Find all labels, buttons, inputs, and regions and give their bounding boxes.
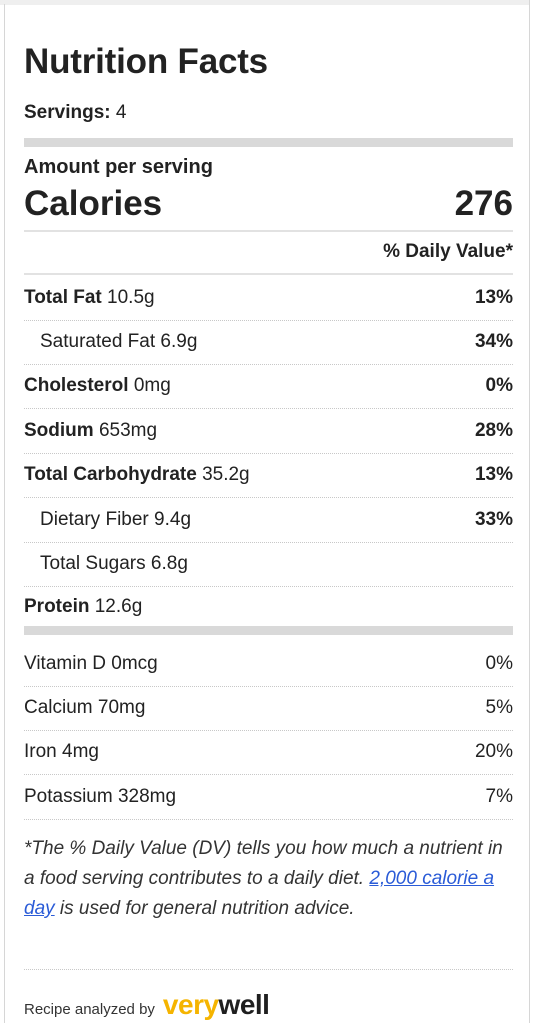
top-strip xyxy=(0,0,551,5)
nutrient-name: Total Sugars xyxy=(40,553,146,574)
nutrient-name: Protein xyxy=(24,596,90,617)
servings-label: Servings: xyxy=(24,102,111,123)
nutrient-name: Dietary Fiber xyxy=(40,509,149,530)
nutrient-row-cholesterol: Cholesterol 0mg 0% xyxy=(24,364,513,409)
page-edge xyxy=(529,0,551,1023)
vitamin-row-potassium: Potassium 328mg 7% xyxy=(24,775,513,820)
vitamin-label: Potassium 328mg xyxy=(24,786,177,807)
calorie-link[interactable]: 2,000 calorie a day xyxy=(24,868,495,919)
nutrient-pct: 13% xyxy=(474,287,513,308)
divider xyxy=(24,273,513,275)
nutrient-amount: 653mg xyxy=(98,420,158,441)
vitamin-row-vitamin-d: Vitamin D 0mcg 0% xyxy=(24,642,513,687)
servings-value: 4 xyxy=(115,102,127,123)
nutrient-row-total-fat: Total Fat 10.5g 13% xyxy=(24,276,513,321)
calories-value: 276 xyxy=(454,184,513,223)
logo-part-well: well xyxy=(218,989,270,1020)
nutrient-name: Cholesterol xyxy=(24,375,129,396)
nutrient-row-total-carbohydrate: Total Carbohydrate 35.2g 13% xyxy=(24,453,513,498)
footnote-text: *The % Daily Value (DV) tells you how mu… xyxy=(24,838,503,889)
analyzed-by: Recipe analyzed by verywell xyxy=(24,989,270,1021)
vitamin-pct: 7% xyxy=(485,786,513,807)
nutrient-name: Saturated Fat xyxy=(40,331,156,352)
nutrient-pct: 13% xyxy=(474,464,513,485)
divider-thick xyxy=(24,138,513,147)
nutrient-name: Total Fat xyxy=(24,287,102,308)
page-title: Nutrition Facts xyxy=(24,42,268,81)
amount-per-serving: Amount per serving xyxy=(24,156,213,178)
nutrient-amount: 0mg xyxy=(133,375,171,396)
vitamin-label: Iron 4mg xyxy=(24,741,99,762)
vitamin-label: Calcium 70mg xyxy=(24,697,146,718)
analyzed-by-label: Recipe analyzed by xyxy=(24,1001,155,1018)
vitamin-row-iron: Iron 4mg 20% xyxy=(24,730,513,775)
verywell-logo[interactable]: verywell xyxy=(163,989,270,1021)
nutrient-amount: 10.5g xyxy=(107,287,155,308)
nutrient-row-saturated-fat: Saturated Fat 6.9g 34% xyxy=(24,320,513,365)
nutrient-row-dietary-fiber: Dietary Fiber 9.4g 33% xyxy=(24,498,513,543)
divider-dotted xyxy=(24,969,513,970)
nutrient-row-protein: Protein 12.6g xyxy=(24,585,513,629)
daily-value-footnote: *The % Daily Value (DV) tells you how mu… xyxy=(24,834,513,924)
nutrient-amount: 12.6g xyxy=(94,596,143,617)
nutrient-name: Total Carbohydrate xyxy=(24,464,197,485)
servings: Servings: 4 xyxy=(24,102,126,124)
vitamin-pct: 5% xyxy=(485,697,513,718)
nutrient-amount: 6.8g xyxy=(150,553,188,574)
nutrient-row-sodium: Sodium 653mg 28% xyxy=(24,409,513,454)
vitamin-pct: 20% xyxy=(474,741,513,762)
calories-label: Calories xyxy=(24,184,163,223)
vitamin-pct: 0% xyxy=(485,653,513,674)
vitamin-row-calcium: Calcium 70mg 5% xyxy=(24,686,513,731)
divider xyxy=(24,230,513,232)
vitamin-label: Vitamin D 0mcg xyxy=(24,653,158,674)
nutrient-name: Sodium xyxy=(24,420,94,441)
daily-value-header: % Daily Value* xyxy=(383,241,513,262)
footnote-text-end: is used for general nutrition advice. xyxy=(59,898,355,919)
divider-thick xyxy=(24,626,513,635)
nutrient-amount: 6.9g xyxy=(160,331,198,352)
nutrient-pct: 0% xyxy=(485,375,513,396)
nutrient-amount: 35.2g xyxy=(202,464,250,485)
nutrient-row-total-sugars: Total Sugars 6.8g xyxy=(24,542,513,587)
nutrition-facts-card: Nutrition Facts Servings: 4 Amount per s… xyxy=(4,4,529,1023)
nutrient-pct: 33% xyxy=(474,509,513,530)
nutrient-pct: 34% xyxy=(474,331,513,352)
nutrient-pct: 28% xyxy=(474,420,513,441)
nutrient-amount: 9.4g xyxy=(154,509,192,530)
logo-part-very: very xyxy=(162,989,219,1020)
